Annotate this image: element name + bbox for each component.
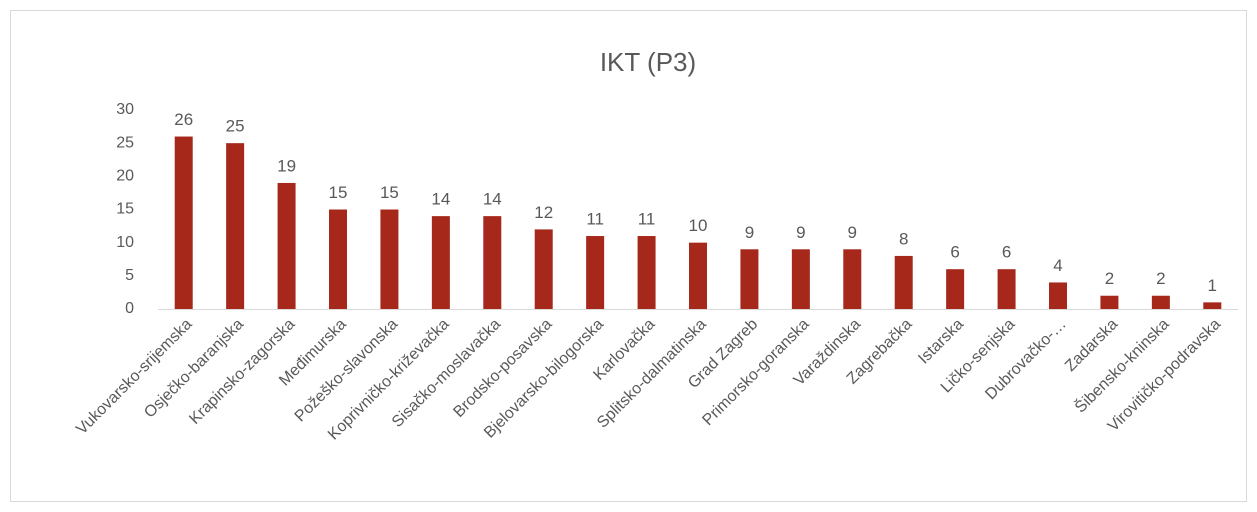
bar — [1049, 282, 1067, 309]
bar — [586, 236, 605, 309]
value-label: 19 — [277, 156, 296, 175]
value-label: 9 — [745, 223, 754, 242]
bar — [997, 269, 1016, 309]
y-tick-label: 5 — [125, 267, 134, 284]
value-label: 6 — [1002, 243, 1011, 262]
bar — [791, 249, 810, 309]
bar — [329, 209, 347, 309]
value-label: 25 — [226, 117, 245, 136]
value-label: 1 — [1208, 276, 1217, 295]
bar — [226, 143, 245, 309]
chart-title: IKT (P3) — [600, 47, 696, 77]
y-tick-label: 30 — [116, 101, 134, 118]
value-label: 26 — [174, 110, 193, 129]
bar — [1151, 295, 1170, 309]
bar — [843, 249, 862, 309]
value-label: 14 — [483, 190, 502, 209]
y-tick-label: 25 — [116, 134, 134, 151]
bar — [380, 209, 399, 309]
value-label: 8 — [899, 229, 908, 248]
value-label: 9 — [796, 223, 805, 242]
bar — [894, 255, 913, 309]
bar — [740, 249, 759, 309]
bar — [174, 136, 193, 309]
value-label: 11 — [586, 210, 604, 229]
bar — [277, 182, 296, 309]
value-label: 15 — [380, 183, 399, 202]
bar — [689, 242, 707, 309]
value-label: 2 — [1105, 269, 1114, 288]
y-tick-label: 15 — [116, 201, 134, 218]
value-label: 11 — [638, 210, 656, 229]
value-label: 2 — [1156, 269, 1165, 288]
value-label: 12 — [534, 203, 553, 222]
value-label: 4 — [1053, 256, 1062, 275]
bar — [946, 269, 965, 309]
y-tick-label: 10 — [116, 234, 134, 251]
value-label: 10 — [689, 216, 708, 235]
y-tick-label: 0 — [125, 300, 134, 317]
bar — [637, 236, 656, 309]
value-label: 6 — [950, 243, 959, 262]
y-tick-label: 20 — [116, 168, 134, 185]
value-label: 15 — [329, 183, 348, 202]
bar — [1203, 302, 1222, 309]
value-label: 14 — [431, 190, 450, 209]
bar — [483, 216, 502, 309]
bar — [1100, 295, 1119, 309]
chart-frame — [10, 10, 1247, 502]
bar — [534, 229, 553, 309]
value-label: 9 — [848, 223, 857, 242]
bar — [431, 216, 450, 309]
